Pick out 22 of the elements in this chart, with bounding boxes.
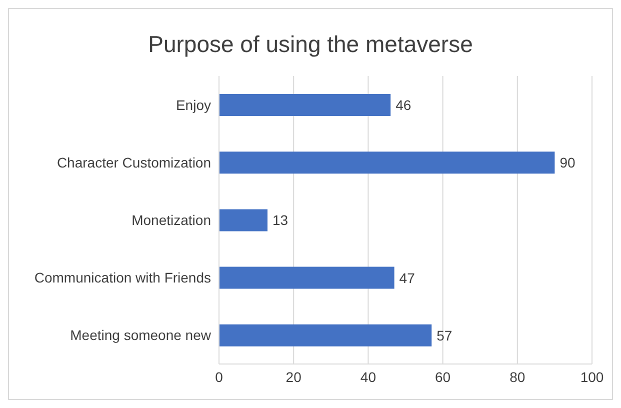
x-tick-label: 60	[435, 368, 451, 385]
bar	[219, 152, 555, 174]
bar	[219, 266, 394, 289]
bar	[219, 94, 391, 116]
bar	[219, 324, 432, 346]
data-label: 46	[396, 96, 412, 113]
data-label: 47	[399, 270, 416, 286]
y-tick-label: Enjoy	[176, 96, 211, 113]
chart-title: Purpose of using the metaverse	[147, 31, 474, 59]
x-tick-label: 20	[286, 368, 302, 385]
y-tick-label: Communication with Friends	[34, 270, 211, 286]
x-tick-label: 40	[360, 368, 376, 385]
y-tick-label: Character Customization	[56, 154, 211, 170]
x-tick-label: 0	[215, 368, 224, 385]
y-tick-label: Monetization	[132, 212, 211, 228]
data-label: 13	[272, 212, 288, 228]
x-tick-label: 100	[580, 368, 604, 385]
x-tick-label: 80	[510, 368, 526, 385]
bar	[219, 209, 268, 232]
data-label: 57	[436, 327, 452, 344]
y-tick-label: Meeting someone new	[70, 327, 212, 344]
data-label: 90	[560, 154, 576, 171]
